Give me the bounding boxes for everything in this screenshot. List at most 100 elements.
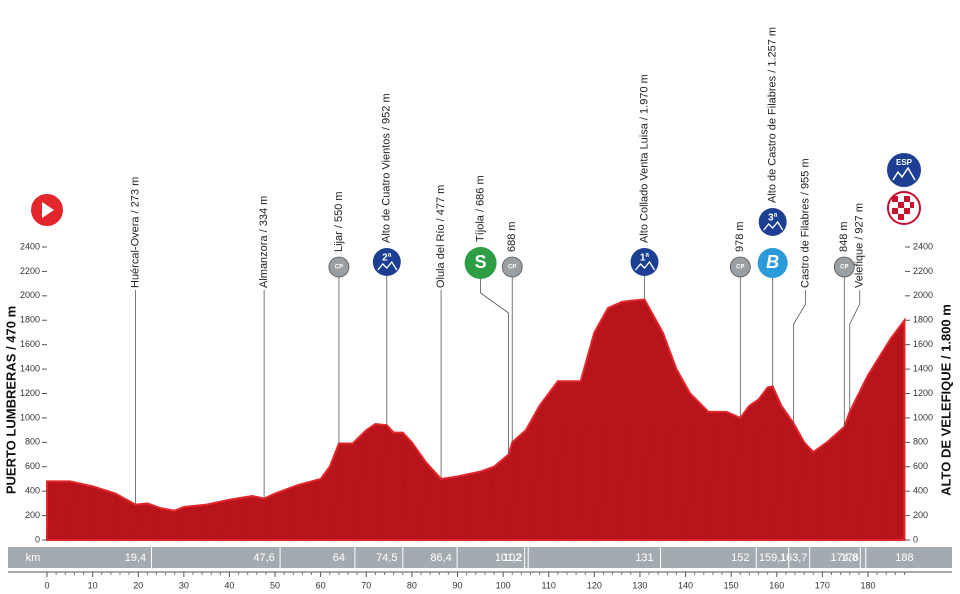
y-tick-label-right: 1400 [913, 363, 933, 373]
y-tick-label-right: 0 [913, 534, 918, 544]
badge-text: CP [335, 265, 343, 271]
profile-texture [618, 419, 630, 540]
y-tick-label: 1000 [20, 412, 40, 422]
x-tick-label: 10 [88, 580, 98, 590]
leader-line [480, 279, 509, 455]
finish-flag-icon [887, 191, 921, 225]
profile-texture [508, 419, 520, 540]
y-tick-label-right: 1800 [913, 315, 933, 325]
badge-bonus [757, 248, 788, 278]
point-label: Alto de Castro de Filabres / 1.257 m [767, 27, 779, 203]
y-tick-label-right: 1000 [913, 412, 933, 422]
km-marker: 64 [333, 552, 345, 564]
y-tick-label: 200 [25, 510, 40, 520]
y-tick-label: 600 [25, 461, 40, 471]
point-label: 848 m [838, 221, 850, 252]
x-tick-label: 0 [44, 580, 49, 590]
point-label: Castro de Filabres / 955 m [800, 158, 812, 288]
profile-texture [838, 419, 850, 540]
leader-line [849, 290, 861, 412]
km-marker: 101,2 [495, 552, 523, 564]
profile-texture [640, 419, 652, 540]
km-marker: 163,7 [780, 552, 808, 564]
badge-text: 1ª [640, 253, 650, 264]
y-tick-label: 400 [25, 486, 40, 496]
badge-text: CP [508, 265, 516, 271]
profile-texture [530, 419, 542, 540]
point-label: 978 m [734, 221, 746, 252]
y-tick-label: 1400 [20, 363, 40, 373]
y-tick-label: 800 [25, 437, 40, 447]
y-tick-label-right: 600 [913, 461, 928, 471]
profile-texture [376, 419, 388, 540]
start-icon [29, 192, 65, 228]
km-marker: 131 [635, 552, 653, 564]
point-label: Huércal-Overa / 273 m [129, 177, 141, 288]
x-tick-label: 50 [270, 580, 280, 590]
profile-texture [398, 419, 410, 540]
y-tick-label-right: 2400 [913, 241, 933, 251]
y-tick-label: 1800 [20, 315, 40, 325]
x-tick-label: 160 [769, 580, 784, 590]
point-label: Velefique / 927 m [854, 203, 866, 288]
km-marker: 174,8 [831, 552, 859, 564]
y-tick-label: 2200 [20, 266, 40, 276]
profile-texture [772, 419, 784, 540]
badge-mountain [763, 220, 784, 231]
km-marker: 74,5 [376, 552, 397, 564]
km-marker: 102 [503, 552, 521, 564]
profile-texture [662, 419, 674, 540]
point-label: Alto Collado Venta Luisa / 1.970 m [638, 74, 650, 243]
x-tick-label: 20 [133, 580, 143, 590]
km-marker: 86,4 [430, 552, 451, 564]
profile-texture [552, 419, 564, 540]
y-tick-label: 2400 [20, 241, 40, 251]
km-unit: km [26, 552, 41, 564]
badge-sprint [464, 247, 497, 279]
y-tick-label-right: 1600 [913, 339, 933, 349]
profile-texture [750, 419, 762, 540]
leader-line [793, 290, 807, 424]
km-marker: 159,1 [759, 552, 787, 564]
x-tick-label: 180 [860, 580, 875, 590]
y-tick-label-right: 2200 [913, 266, 933, 276]
x-tick-label: 100 [496, 580, 511, 590]
start-label: PUERTO LUMBRERAS / 470 m [3, 306, 18, 494]
x-tick-label: 70 [361, 580, 371, 590]
km-marker: 47,6 [253, 552, 274, 564]
x-tick-label: 150 [724, 580, 739, 590]
km-marker: 152 [731, 552, 749, 564]
x-tick-label: 170 [815, 580, 830, 590]
point-label: Lijar / 550 m [333, 191, 345, 252]
x-tick-label: 140 [678, 580, 693, 590]
x-tick-label: 30 [179, 580, 189, 590]
profile-texture [728, 419, 740, 540]
km-strip [8, 547, 952, 568]
profile-texture [354, 419, 366, 540]
x-tick-label: 130 [632, 580, 647, 590]
x-tick-label: 80 [407, 580, 417, 590]
badge-cat [758, 208, 787, 236]
x-tick-label: 40 [224, 580, 234, 590]
badge-text: CP [840, 265, 848, 271]
profile-texture [684, 419, 696, 540]
y-tick-label-right: 1200 [913, 388, 933, 398]
badge-mountain [635, 260, 656, 271]
finish-label: ALTO DE VELEFIQUE / 1.800 m [938, 304, 953, 496]
point-label: 688 m [506, 221, 518, 252]
point-label: Olula del Río / 477 m [435, 185, 447, 288]
km-marker: 188 [895, 552, 913, 564]
km-marker: 19,4 [125, 552, 146, 564]
badge-cat [372, 248, 401, 276]
x-tick-label: 60 [316, 580, 326, 590]
finish-badge-text: ESP [896, 158, 913, 167]
point-label: Almanzora / 334 m [258, 196, 270, 288]
badge-text: B [766, 252, 779, 272]
y-tick-label-right: 200 [913, 510, 928, 520]
km-marker: 176 [841, 552, 859, 564]
badge-text: 3ª [768, 213, 778, 224]
x-tick-label: 120 [587, 580, 602, 590]
profile-texture [706, 419, 718, 540]
y-tick-label: 1200 [20, 388, 40, 398]
